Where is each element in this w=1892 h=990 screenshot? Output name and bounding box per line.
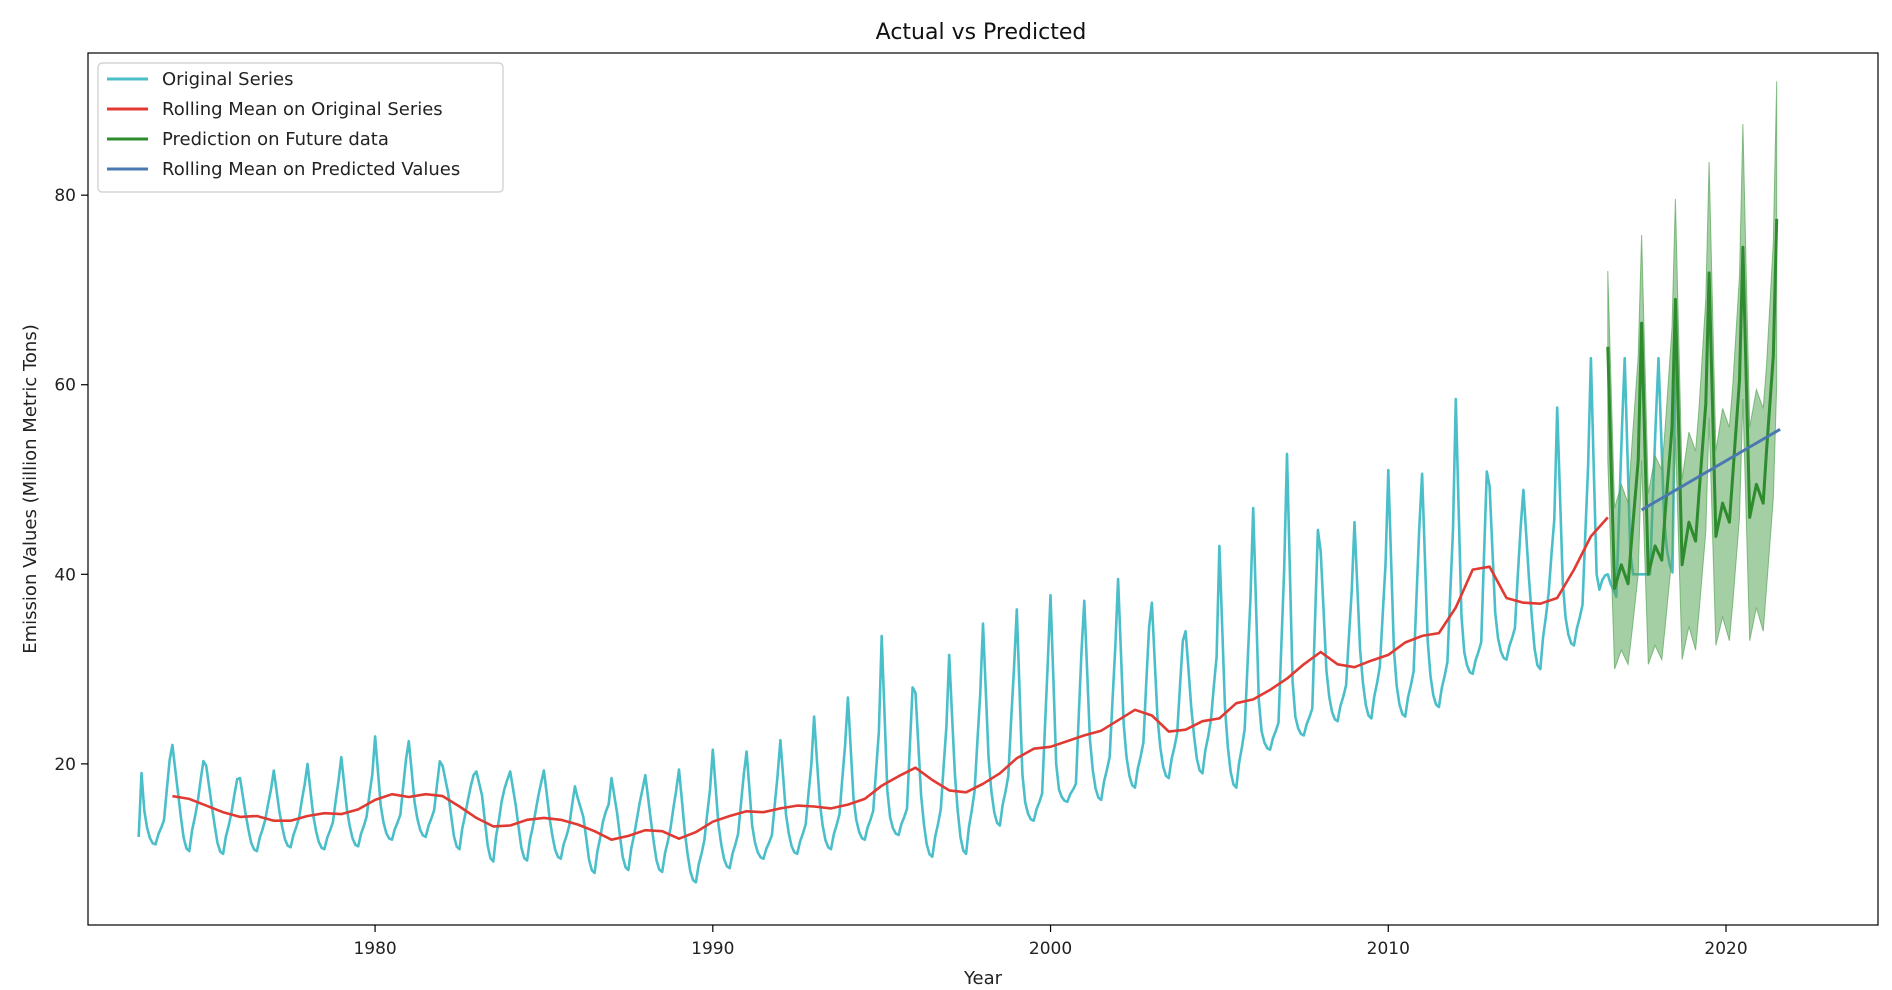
y-tick-label-20: 20 <box>54 755 76 775</box>
plot-frame <box>87 52 1879 926</box>
y-axis-label: Emission Values (Million Metric Tons) <box>20 324 41 653</box>
legend-label-rolling-original: Rolling Mean on Original Series <box>162 99 443 120</box>
x-tick-label-2000: 2000 <box>1029 939 1072 959</box>
legend-label-rolling-predicted: Rolling Mean on Predicted Values <box>162 159 460 180</box>
y-tick-label-60: 60 <box>54 376 76 396</box>
x-tick-label-2020: 2020 <box>1704 939 1747 959</box>
chart-title: Actual vs Predicted <box>876 20 1087 45</box>
legend: Original Series Rolling Mean on Original… <box>97 62 504 193</box>
legend-label-prediction: Prediction on Future data <box>162 129 389 150</box>
y-tick-label-40: 40 <box>54 565 76 585</box>
legend-box <box>97 62 504 193</box>
x-tick-label-2010: 2010 <box>1367 939 1410 959</box>
series-rolling-mean-original-line <box>172 516 1609 842</box>
x-tick-label-1990: 1990 <box>691 939 734 959</box>
x-axis-label: Year <box>963 968 1003 989</box>
prediction-confidence-band <box>1607 81 1778 670</box>
x-tick-label-1980: 1980 <box>353 939 396 959</box>
series-rolling-mean-predicted-line <box>1640 428 1781 512</box>
plot-area <box>137 81 1781 884</box>
series-prediction-line <box>1606 218 1779 590</box>
legend-label-original: Original Series <box>162 69 294 90</box>
series-original-line <box>137 356 1677 884</box>
y-tick-label-80: 80 <box>54 186 76 206</box>
